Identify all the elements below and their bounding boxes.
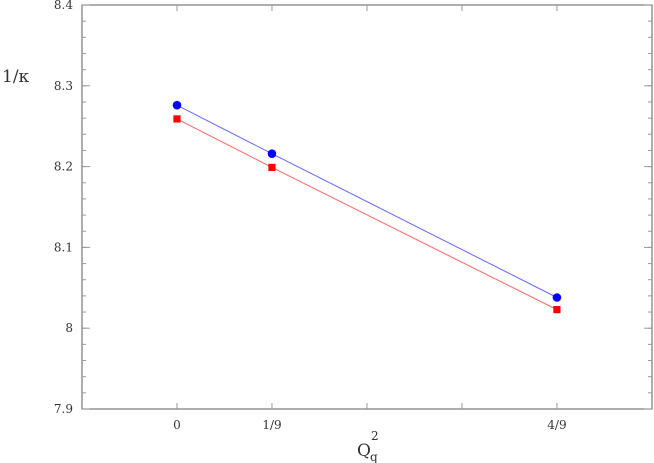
y-axis-label-text: 1/κ — [2, 67, 30, 87]
y-tick-label: 8 — [65, 321, 73, 335]
x-axis-label-main: Q — [357, 441, 371, 461]
series-group — [172, 100, 562, 314]
y-axis-label: 1/κ — [2, 67, 30, 87]
y-tick-label: 8.2 — [54, 160, 73, 174]
x-axis-label-superscript: 2 — [371, 429, 379, 443]
series-1-point — [173, 115, 181, 123]
series-1-point — [268, 163, 276, 172]
plot-frame — [81, 4, 653, 410]
series-0-point — [172, 100, 182, 110]
x-axis-label: Q q 2 — [357, 429, 379, 463]
series-1-line — [176, 118, 558, 311]
y-tick-label: 8.4 — [54, 0, 73, 12]
y-tick-label: 8.3 — [54, 79, 73, 93]
x-tick-label: 1/9 — [262, 418, 281, 432]
x-axis-label-subscript: q — [370, 450, 378, 463]
x-tick-label: 4/9 — [547, 418, 566, 432]
ticks: 7.9 8 8.1 8.2 8.3 8.4 0 1/9 4/9 — [54, 0, 652, 432]
y-tick-label: 8.1 — [54, 240, 73, 254]
series-1-point — [553, 306, 561, 314]
x-tick-label: 0 — [173, 418, 181, 432]
y-tick-label: 7.9 — [54, 402, 73, 416]
series-0-point — [267, 149, 277, 158]
axes — [81, 4, 653, 410]
series-0-point — [552, 293, 562, 302]
series-0-line — [176, 104, 558, 298]
